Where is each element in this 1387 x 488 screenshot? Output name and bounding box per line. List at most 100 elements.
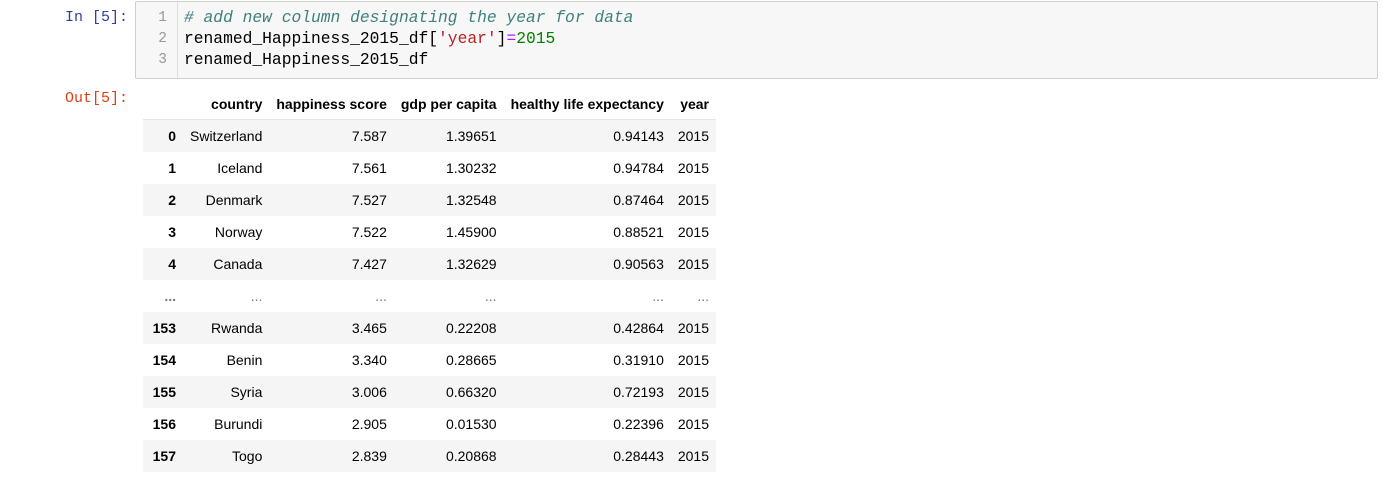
table-cell: 0.28665 — [445, 352, 497, 368]
table-cell: 0.90563 — [613, 256, 664, 272]
table-row: 3 Norway 7.522 1.45900 0.88521 2015 — [143, 216, 717, 248]
code-string: 'year' — [438, 29, 497, 48]
table-cell: 2015 — [677, 384, 710, 400]
table-cell: 0.22208 — [445, 320, 497, 336]
table-row: 1 Iceland 7.561 1.30232 0.94784 2015 — [143, 152, 717, 184]
table-row: 153 Rwanda 3.465 0.22208 0.42864 2015 — [143, 312, 717, 344]
table-cell: 0.28443 — [613, 448, 664, 464]
table-cell: 0.94784 — [613, 160, 664, 176]
dataframe-table: country happiness score gdp per capita h… — [143, 88, 717, 472]
column-header: gdp per capita — [400, 95, 497, 112]
line-number: 2 — [158, 31, 167, 47]
table-cell: 2015 — [677, 416, 710, 432]
row-index: 154 — [152, 352, 176, 368]
table-cell: 0.20868 — [445, 448, 497, 464]
table-cell: 2015 — [677, 160, 710, 176]
table-row: .................. — [143, 280, 717, 312]
code-comment: # add new column designating the year fo… — [184, 8, 634, 27]
table-cell: 0.87464 — [613, 192, 664, 208]
table-cell: 0.22396 — [613, 416, 664, 432]
code-variable: renamed_Happiness_2015_df[ — [184, 29, 439, 48]
table-row: 156 Burundi 2.905 0.01530 0.22396 2015 — [143, 408, 717, 440]
row-index: 155 — [152, 384, 176, 400]
index-header — [143, 88, 183, 120]
input-prompt: In [5]: — [64, 9, 128, 26]
line-number: 3 — [158, 52, 167, 68]
table-cell: 0.94143 — [613, 128, 664, 144]
code-line-1: # add new column designating the year fo… — [184, 8, 633, 27]
code-bracket: ] — [496, 29, 507, 48]
table-row: 157 Togo 2.839 0.20868 0.28443 2015 — [143, 440, 717, 472]
row-index: 2 — [168, 192, 176, 208]
line-number: 1 — [158, 10, 167, 26]
table-cell: ... — [484, 288, 497, 304]
table-cell: 3.006 — [351, 384, 387, 400]
table-cell: 2015 — [677, 192, 710, 208]
table-cell: 0.31910 — [613, 352, 664, 368]
table-cell: Benin — [226, 352, 263, 368]
code-variable: renamed_Happiness_2015_df — [184, 50, 429, 69]
table-cell: 0.01530 — [445, 416, 497, 432]
table-cell: 0.42864 — [613, 320, 664, 336]
line-number-gutter: 1 2 3 — [136, 2, 178, 78]
table-cell: ... — [250, 288, 263, 304]
table-cell: 1.32629 — [445, 256, 497, 272]
table-row: 4 Canada 7.427 1.32629 0.90563 2015 — [143, 248, 717, 280]
column-header: happiness score — [276, 95, 387, 112]
table-cell: Norway — [214, 224, 263, 240]
code-line-2: renamed_Happiness_2015_df['year']=2015 — [184, 29, 555, 48]
table-cell: 2.839 — [351, 448, 387, 464]
row-index: 0 — [168, 128, 176, 144]
table-cell: Syria — [230, 384, 263, 400]
table-cell: Switzerland — [190, 128, 263, 144]
table-cell: 0.66320 — [445, 384, 497, 400]
column-header: country — [211, 95, 263, 112]
table-cell: 0.88521 — [613, 224, 664, 240]
table-cell: 3.465 — [351, 320, 387, 336]
row-index: 4 — [168, 256, 176, 272]
table-cell: 7.561 — [351, 160, 387, 176]
row-index: ... — [164, 288, 176, 304]
table-cell: Togo — [232, 448, 263, 464]
table-cell: Rwanda — [211, 320, 263, 336]
row-index: 153 — [152, 320, 176, 336]
table-row: 154 Benin 3.340 0.28665 0.31910 2015 — [143, 344, 717, 376]
table-cell: ... — [375, 288, 387, 304]
table-cell: 2.905 — [351, 416, 387, 432]
row-index: 3 — [168, 224, 176, 240]
table-cell: 3.340 — [351, 352, 387, 368]
table-cell: Canada — [213, 256, 263, 272]
table-row: 155 Syria 3.006 0.66320 0.72193 2015 — [143, 376, 717, 408]
table-cell: 2015 — [677, 352, 710, 368]
code-operator: = — [506, 29, 517, 48]
code-number: 2015 — [516, 29, 556, 48]
table-cell: 0.72193 — [613, 384, 664, 400]
table-cell: 2015 — [677, 448, 710, 464]
table-cell: Iceland — [217, 160, 263, 176]
table-cell: 1.32548 — [445, 192, 497, 208]
table-cell: ... — [652, 288, 664, 304]
table-cell: 1.45900 — [445, 224, 497, 240]
table-cell: 7.587 — [351, 128, 387, 144]
column-header: healthy life expectancy — [510, 95, 664, 112]
table-cell: 7.527 — [351, 192, 387, 208]
code-cell-editor[interactable]: 1 2 3 # add new column designating the y… — [135, 1, 1378, 79]
table-header-row: country happiness score gdp per capita h… — [143, 88, 717, 120]
table-cell: 7.522 — [351, 224, 387, 240]
table-cell: Burundi — [214, 416, 263, 432]
row-index: 156 — [152, 416, 176, 432]
table-row: 0 Switzerland 7.587 1.39651 0.94143 2015 — [143, 119, 717, 152]
row-index: 1 — [168, 160, 176, 176]
table-cell: Denmark — [205, 192, 263, 208]
table-row: 2 Denmark 7.527 1.32548 0.87464 2015 — [143, 184, 717, 216]
table-cell: 2015 — [677, 224, 710, 240]
column-header: year — [680, 95, 710, 112]
code-line-3: renamed_Happiness_2015_df — [184, 50, 428, 69]
output-prompt: Out[5]: — [64, 90, 128, 107]
table-cell: 2015 — [677, 256, 710, 272]
row-index: 157 — [152, 448, 176, 464]
table-cell: 1.39651 — [445, 128, 497, 144]
table-cell: 1.30232 — [445, 160, 497, 176]
table-cell: 7.427 — [351, 256, 387, 272]
table-cell: ... — [697, 288, 710, 304]
